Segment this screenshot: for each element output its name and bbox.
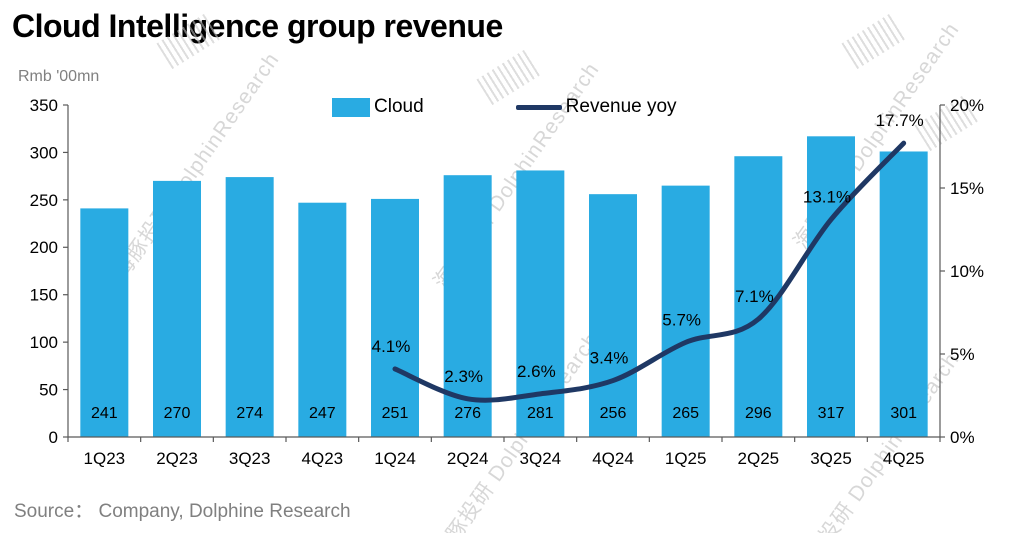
x-axis-category-label: 4Q23	[302, 449, 344, 468]
yoy-value-label: 4.1%	[372, 337, 411, 356]
right-axis-tick-label: 20%	[950, 96, 984, 115]
x-axis-category-label: 1Q23	[84, 449, 126, 468]
x-axis-category-label: 2Q25	[738, 449, 780, 468]
revenue-yoy-line	[392, 140, 907, 403]
left-axis-tick-label: 200	[30, 238, 58, 257]
right-axis-tick-label: 5%	[950, 345, 975, 364]
yoy-value-label: 7.1%	[735, 287, 774, 306]
legend: Cloud Revenue yoy	[332, 96, 677, 118]
x-axis-category-label: 2Q23	[156, 449, 198, 468]
left-axis-tick-label: 0	[49, 428, 58, 447]
bar-value-label: 265	[672, 405, 699, 422]
yoy-value-label: 13.1%	[803, 188, 851, 207]
yoy-value-label: 3.4%	[590, 349, 629, 368]
x-axis-category-label: 1Q24	[374, 449, 416, 468]
right-axis-tick-label: 0%	[950, 428, 975, 447]
x-axis-category-label: 3Q23	[229, 449, 271, 468]
left-axis-tick-label: 150	[30, 286, 58, 305]
bar-4Q25	[879, 151, 928, 438]
chart-title: Cloud Intelligence group revenue	[12, 8, 503, 44]
bar-4Q23	[298, 202, 347, 437]
yoy-value-label: 5.7%	[662, 310, 701, 329]
left-axis-tick-label: 300	[30, 143, 58, 162]
axis-unit-label: Rmb '00mn	[18, 68, 100, 85]
left-axis-tick-label: 50	[39, 381, 58, 400]
bar-2Q23	[153, 180, 201, 437]
bar-2Q25	[734, 156, 783, 438]
bar-value-label: 247	[309, 405, 336, 422]
left-axis-tick-label: 250	[30, 191, 58, 210]
x-axis-category-label: 4Q25	[883, 449, 925, 468]
bar-value-label: 256	[600, 405, 627, 422]
x-axis-category-label: 4Q24	[592, 449, 634, 468]
bar-value-label: 251	[382, 405, 409, 422]
bar-1Q25	[661, 185, 710, 437]
legend-yoy-label: Revenue yoy	[565, 96, 677, 117]
bar-3Q25	[807, 136, 855, 437]
bar-3Q23	[225, 177, 274, 437]
bar-value-label: 296	[745, 405, 772, 422]
bar-1Q24	[371, 198, 419, 437]
bar-value-label: 270	[164, 405, 191, 422]
right-axis-tick-label: 15%	[950, 179, 984, 198]
bar-value-label: 241	[91, 405, 118, 422]
legend-cloud-swatch-icon	[332, 97, 370, 117]
bar-value-label: 281	[527, 405, 554, 422]
x-axis-category-label: 3Q24	[520, 449, 562, 468]
x-axis-category-label: 1Q25	[665, 449, 707, 468]
yoy-value-label: 2.6%	[517, 362, 556, 381]
yoy-value-label: 2.3%	[444, 367, 483, 386]
legend-yoy-swatch-icon	[515, 104, 562, 110]
bar-value-label: 317	[818, 405, 845, 422]
right-axis-tick-label: 10%	[950, 262, 984, 281]
bar-value-label: 301	[890, 405, 917, 422]
source-note: Source： Company, Dolphine Research	[14, 501, 351, 522]
bar-value-label: 276	[454, 405, 481, 422]
x-axis-category-label: 2Q24	[447, 449, 489, 468]
bar-1Q23	[80, 208, 129, 437]
bar-value-label: 274	[236, 405, 263, 422]
bar-4Q24	[589, 194, 637, 437]
left-axis-tick-label: 100	[30, 333, 58, 352]
legend-cloud-label: Cloud	[374, 96, 424, 117]
x-axis-category-label: 3Q25	[810, 449, 852, 468]
left-axis-tick-label: 350	[30, 96, 58, 115]
yoy-value-label: 17.7%	[876, 111, 924, 130]
